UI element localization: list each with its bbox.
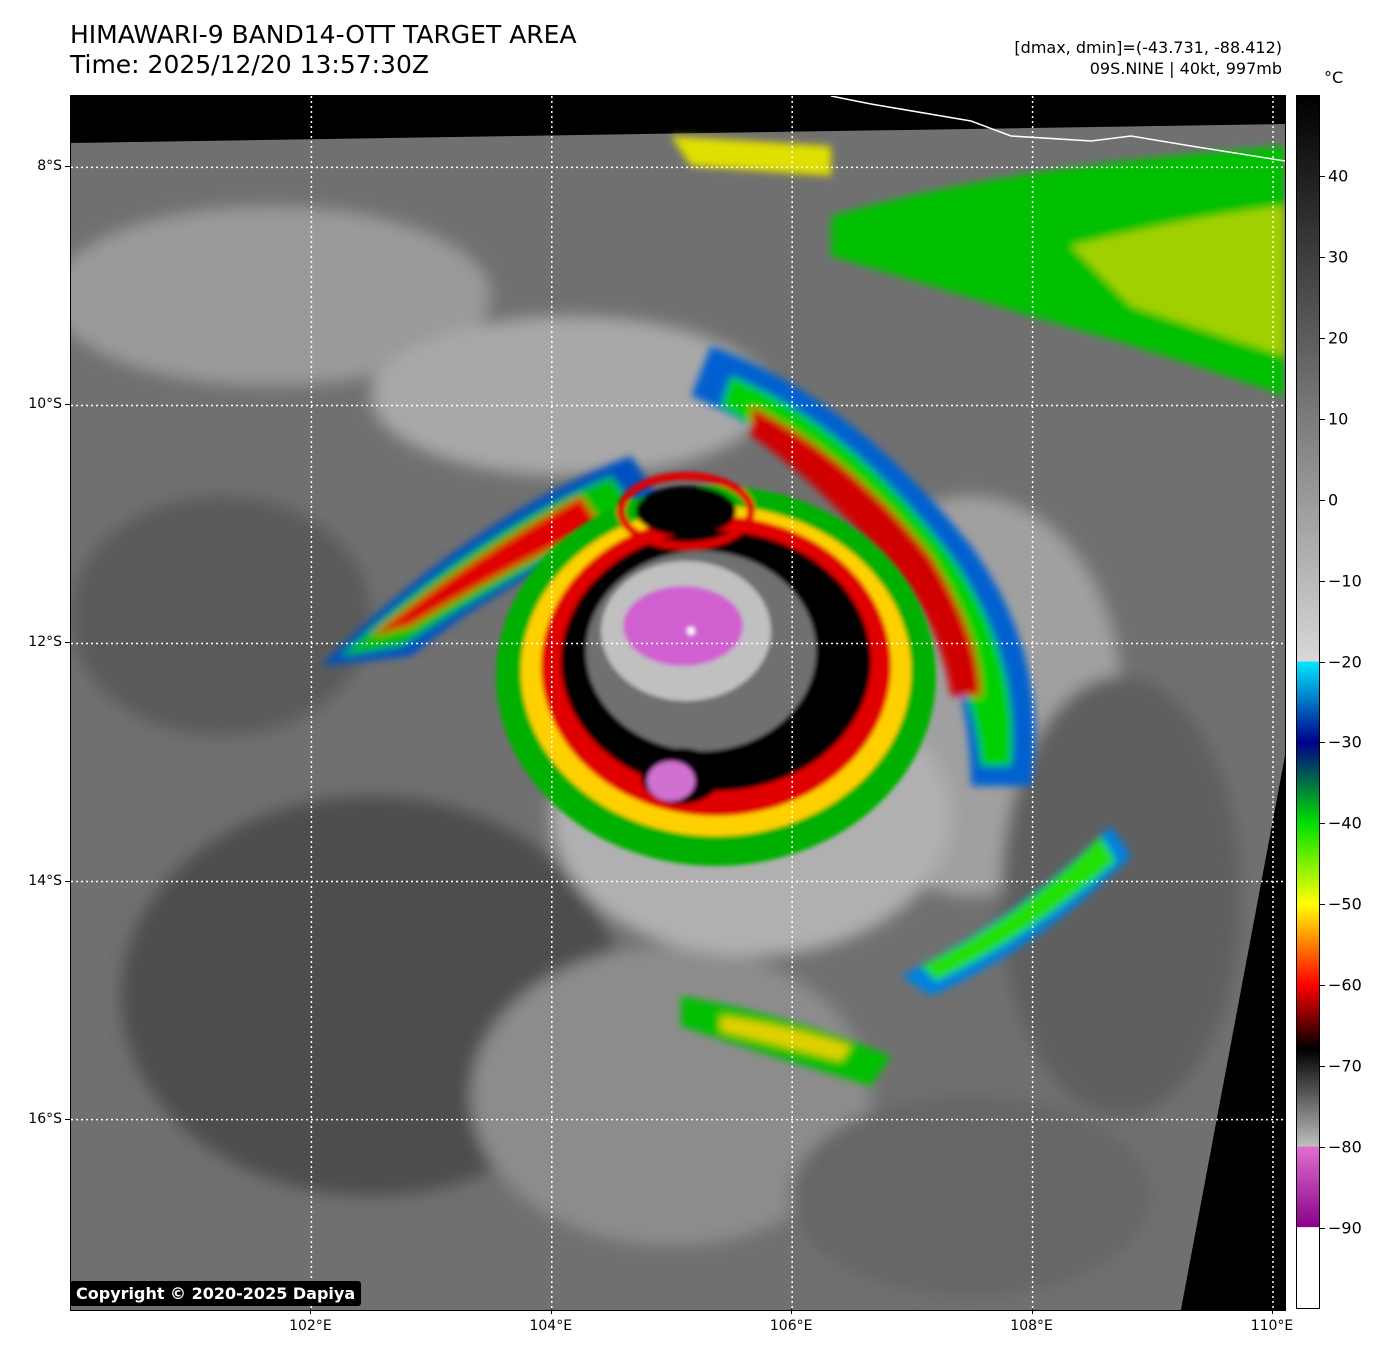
satellite-image (70, 95, 1286, 1311)
longitude-tick (1271, 1309, 1273, 1314)
colorbar-tick (1320, 337, 1325, 339)
colorbar-tick (1320, 661, 1325, 663)
storm-info: [dmax, dmin]=(-43.731, -88.412) 09S.NINE… (1014, 37, 1282, 79)
colorbar-tick (1320, 1147, 1325, 1149)
spiral-bands (321, 136, 1285, 1086)
copyright-notice: Copyright © 2020-2025 Dapiya (70, 1281, 362, 1306)
colorbar-tick (1320, 499, 1325, 501)
latitude-tick (65, 1118, 70, 1120)
colorbar-tick-label: 0 (1328, 490, 1339, 510)
colorbar-tick-label: 20 (1328, 328, 1349, 348)
longitude-tick (791, 1309, 793, 1314)
latitude-tick-label: 10°S (28, 396, 62, 413)
longitude-tick-label: 110°E (1250, 1318, 1294, 1334)
colorbar-tick-label: 40 (1328, 166, 1349, 186)
title-line-2: Time: 2025/12/20 13:57:30Z (70, 50, 429, 79)
longitude-tick-label: 108°E (1010, 1318, 1053, 1334)
longitude-tick-label: 104°E (529, 1318, 573, 1334)
graticule (71, 96, 1285, 1310)
latitude-tick-label: 14°S (28, 872, 62, 889)
storm-identity-text: 09S.NINE | 40kt, 997mb (1089, 59, 1282, 78)
colorbar-tick-label: −80 (1328, 1137, 1362, 1157)
colorbar-tick (1320, 1066, 1325, 1068)
cloud-texture (71, 206, 1241, 1296)
colorbar-tick (1320, 580, 1325, 582)
latitude-tick (65, 404, 70, 406)
latitude-tick (65, 642, 70, 644)
colorbar-tick-label: −20 (1328, 652, 1362, 672)
colorbar-tick-label: −40 (1328, 813, 1362, 833)
colorbar-tick-label: −10 (1328, 571, 1362, 591)
infrared-imagery (71, 96, 1285, 1310)
longitude-tick (310, 1309, 312, 1314)
colorbar-tick-label: 10 (1328, 409, 1349, 429)
temperature-colorbar (1296, 95, 1320, 1309)
central-dense-overcast (496, 472, 936, 866)
latitude-tick-label: 8°S (37, 158, 62, 175)
colorbar-tick-label: −50 (1328, 894, 1362, 914)
colorbar-tick (1320, 823, 1325, 825)
colorbar-unit: °C (1324, 68, 1344, 87)
no-data-area (1181, 756, 1285, 1310)
colorbar-tick-label: 30 (1328, 247, 1349, 267)
colorbar-tick (1320, 418, 1325, 420)
longitude-tick (550, 1309, 552, 1314)
latitude-tick-label: 12°S (28, 634, 62, 651)
colorbar-tick (1320, 1228, 1325, 1230)
temperature-range-text: [dmax, dmin]=(-43.731, -88.412) (1014, 38, 1282, 57)
colorbar-tick (1320, 175, 1325, 177)
longitude-tick-label: 106°E (769, 1318, 813, 1334)
latitude-tick (65, 166, 70, 168)
longitude-tick-label: 102°E (289, 1318, 332, 1334)
colorbar-tick-label: −30 (1328, 732, 1362, 752)
colorbar-tick-label: −90 (1328, 1218, 1362, 1238)
colorbar-tick-label: −60 (1328, 975, 1362, 995)
colorbar-tick (1320, 742, 1325, 744)
longitude-tick (1031, 1309, 1033, 1314)
title-line-1: HIMAWARI-9 BAND14-OTT TARGET AREA (70, 20, 577, 49)
colorbar-tick (1320, 985, 1325, 987)
colorbar-tick (1320, 904, 1325, 906)
colorbar-tick (1320, 256, 1325, 258)
coastline (830, 96, 1285, 162)
chart-title: HIMAWARI-9 BAND14-OTT TARGET AREA Time: … (70, 20, 577, 80)
latitude-tick-label: 16°S (28, 1110, 62, 1127)
colorbar-tick-label: −70 (1328, 1056, 1362, 1076)
latitude-tick (65, 880, 70, 882)
